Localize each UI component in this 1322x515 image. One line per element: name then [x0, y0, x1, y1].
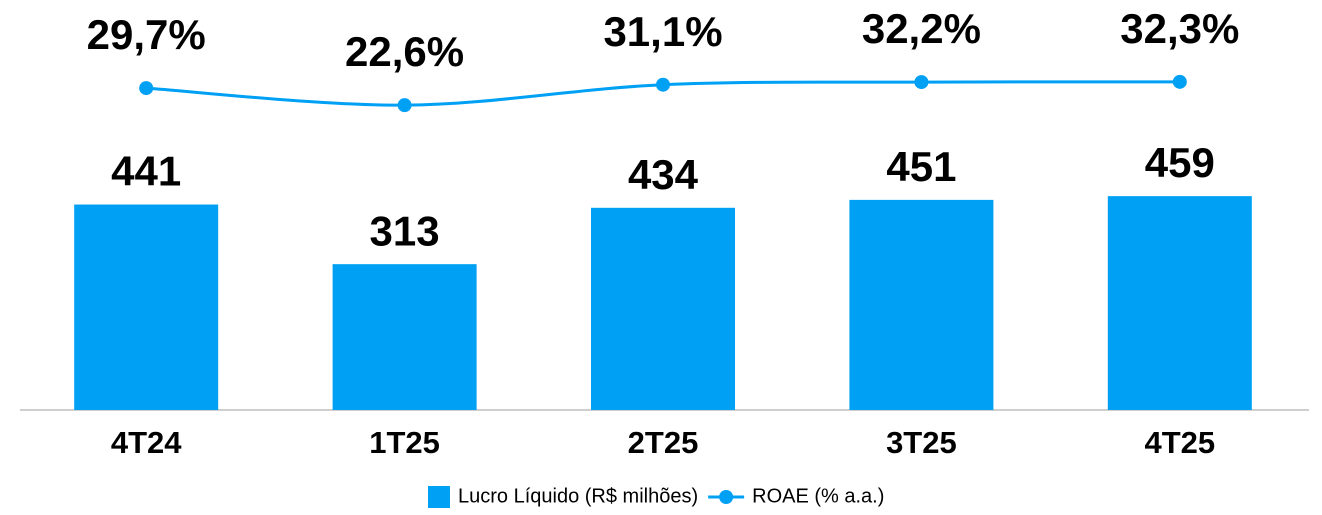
bar-value-label: 459 — [1145, 139, 1215, 186]
bar-value-label: 451 — [886, 143, 956, 190]
line-point — [914, 75, 929, 90]
bar — [1107, 196, 1252, 410]
legend-dot — [719, 490, 734, 504]
x-tick-label: 2T25 — [628, 425, 699, 460]
line-value-label: 29,7% — [87, 11, 206, 58]
bar-value-label: 313 — [370, 207, 440, 254]
bar — [74, 204, 219, 410]
line-value-label: 32,2% — [862, 5, 981, 52]
legend-label: ROAE (% a.a.) — [752, 485, 884, 507]
line-point — [139, 81, 154, 96]
line-value-label: 32,3% — [1120, 5, 1239, 52]
line-value-label: 31,1% — [603, 8, 722, 55]
bar — [849, 199, 994, 410]
bar — [332, 264, 477, 410]
x-tick-label: 1T25 — [369, 425, 440, 460]
bar-value-label: 441 — [111, 148, 181, 195]
bar-value-label: 434 — [628, 151, 699, 198]
x-tick-label: 4T24 — [111, 425, 182, 460]
x-tick-label: 3T25 — [886, 425, 957, 460]
line-point — [656, 77, 670, 92]
line-value-label: 22,6% — [345, 28, 464, 75]
x-tick-label: 4T25 — [1144, 425, 1215, 460]
bar — [591, 207, 735, 410]
line-point — [1172, 74, 1187, 89]
line-point — [397, 98, 412, 113]
legend-swatch — [428, 486, 450, 508]
legend-label: Lucro Líquido (R$ milhões) — [458, 485, 698, 507]
